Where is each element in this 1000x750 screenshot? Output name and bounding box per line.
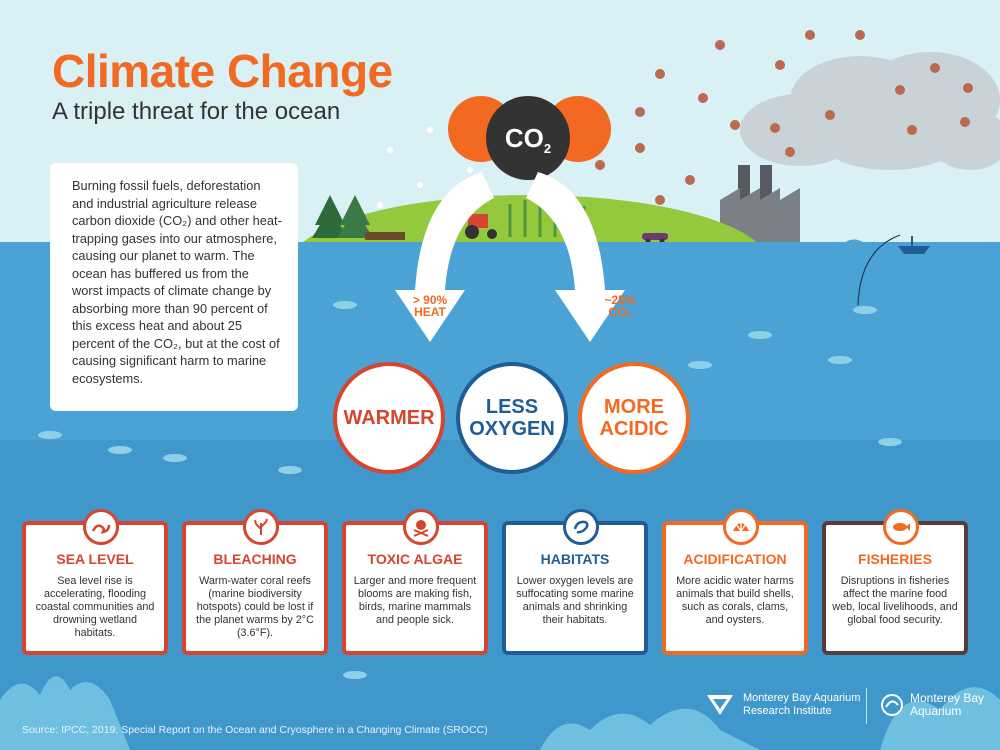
fishing-line (857, 234, 901, 306)
co2-arrow-label: ~25% CO₂ (586, 294, 654, 318)
co2-percent: ~25% (604, 293, 636, 307)
impact-warmer: WARMER (333, 362, 445, 474)
card-toxic-algae: TOXIC ALGAE Larger and more frequent blo… (342, 509, 488, 655)
pollution-cloud (740, 52, 1000, 170)
page-subtitle: A triple threat for the ocean (52, 98, 341, 125)
co2-word: CO₂ (608, 305, 632, 319)
co2-subscript: 2 (543, 140, 552, 156)
impact-less-oxygen: LESS OXYGEN (456, 362, 568, 474)
aquarium-logo-icon (881, 694, 903, 716)
intro-text: Burning fossil fuels, deforestation and … (72, 178, 282, 386)
card-toxic-algae-title: TOXIC ALGAE (367, 551, 463, 567)
impact-oxygen-line1: LESS (485, 396, 539, 418)
card-toxic-algae-text: Larger and more frequent blooms are maki… (353, 575, 477, 626)
card-habitats-title: HABITATS (540, 551, 610, 567)
mbari-logo: Monterey Bay Aquarium Research Institute (705, 692, 860, 718)
impact-more-acidic: MORE ACIDIC (578, 362, 690, 474)
shrimp-icon (563, 509, 599, 545)
impact-acidic-line2: ACIDIC (599, 418, 669, 440)
card-bleaching-text: Warm-water coral reefs (marine biodivers… (196, 575, 314, 639)
card-acidification: ACIDIFICATION More acidic water harms an… (662, 509, 808, 655)
mbari-logo-line1: Monterey Bay Aquarium (743, 692, 861, 704)
co2-symbol: CO (504, 122, 544, 153)
aquarium-logo-line1: Monterey Bay (910, 691, 985, 705)
card-sea-level-title: SEA LEVEL (56, 551, 134, 567)
impact-acidic-line1: MORE (603, 396, 664, 418)
card-habitats: HABITATS Lower oxygen levels are suffoca… (502, 509, 648, 655)
absorption-arrows (395, 172, 625, 342)
card-fisheries-text: Disruptions in fisheries affect the mari… (832, 575, 958, 626)
waves-and-boat (780, 236, 1000, 266)
fish-icon (883, 509, 919, 545)
heat-word: HEAT (414, 305, 446, 319)
aquarium-logo-line2: Aquarium (910, 704, 962, 718)
card-habitats-text: Lower oxygen levels are suffocating some… (516, 575, 634, 626)
co2-molecule: CO 2 (486, 96, 570, 180)
heat-percent: > 90% (412, 293, 448, 307)
page-title: Climate Change (52, 45, 393, 97)
logo-divider (866, 688, 867, 724)
card-fisheries-title: FISHERIES (858, 551, 932, 567)
aquarium-logo: Monterey Bay Aquarium (880, 692, 984, 718)
wave-icon (83, 509, 119, 545)
skull-crossbones-icon (403, 509, 439, 545)
tractor-icon (465, 214, 497, 239)
card-bleaching: BLEACHING Warm-water coral reefs (marine… (182, 509, 328, 655)
source-citation: Source: IPCC, 2019: Special Report on th… (22, 724, 488, 736)
card-sea-level-text: Sea level rise is accelerating, flooding… (35, 575, 155, 639)
impact-oxygen-line2: OXYGEN (469, 418, 555, 440)
card-acidification-text: More acidic water harms animals that bui… (676, 575, 794, 626)
trees-illustration (312, 195, 405, 240)
card-fisheries: FISHERIES Disruptions in fisheries affec… (822, 509, 968, 655)
card-sea-level: SEA LEVEL Sea level rise is accelerating… (22, 509, 168, 655)
mbari-logo-icon (707, 695, 733, 715)
mbari-logo-line2: Research Institute (743, 705, 832, 717)
card-acidification-title: ACIDIFICATION (683, 551, 787, 567)
impact-warmer-line1: WARMER (343, 407, 435, 429)
reef-silhouette (0, 676, 1000, 750)
coral-icon (243, 509, 279, 545)
card-bleaching-title: BLEACHING (213, 551, 297, 567)
heat-arrow-label: > 90% HEAT (396, 294, 464, 318)
shell-icon (723, 509, 759, 545)
co2-particles (377, 30, 973, 227)
intro-text-box: Burning fossil fuels, deforestation and … (50, 163, 298, 411)
